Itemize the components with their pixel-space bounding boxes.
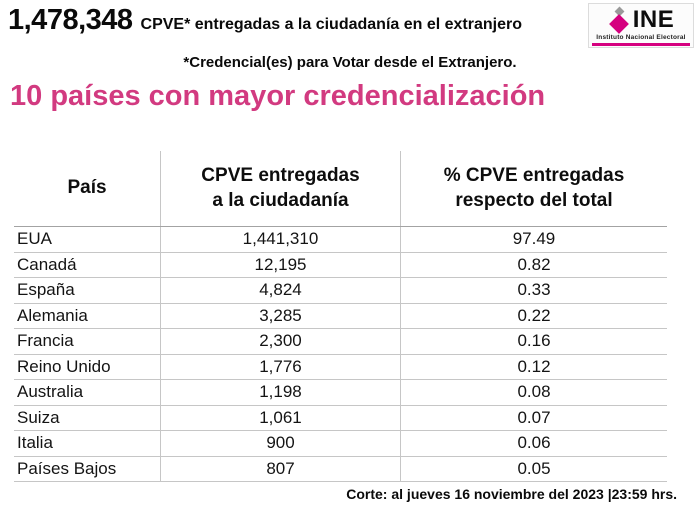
- table-row: Canadá 12,195 0.82: [14, 252, 667, 278]
- table-row: Suiza 1,061 0.07: [14, 405, 667, 431]
- table-row: EUA 1,441,310 97.49: [14, 227, 667, 253]
- cpve-count-cell: 4,824: [160, 278, 400, 303]
- cpve-percent-cell: 97.49: [400, 227, 667, 252]
- ine-logo-wordmark: INE: [632, 6, 675, 33]
- cpve-percent-cell: 0.16: [400, 329, 667, 354]
- cpve-percent-cell: 0.06: [400, 431, 667, 456]
- table-row: Alemania 3,285 0.22: [14, 303, 667, 329]
- ine-diamond-pink-icon: [608, 14, 629, 34]
- country-cell: Canadá: [17, 254, 77, 274]
- cpve-percent-cell: 0.33: [400, 278, 667, 303]
- cpve-count-cell: 2,300: [160, 329, 400, 354]
- country-cell: Suiza: [17, 407, 60, 427]
- country-cell: Reino Unido: [17, 356, 111, 376]
- country-cell: Italia: [17, 433, 53, 453]
- total-caption: CPVE* entregadas a la ciudadanía en el e…: [140, 16, 522, 33]
- cpve-count-cell: 807: [160, 456, 400, 481]
- cpve-footnote: *Credencial(es) para Votar desde el Extr…: [183, 54, 517, 71]
- table-header-row: País CPVE entregadas a la ciudadanía % CP…: [14, 151, 667, 227]
- country-cell: Países Bajos: [17, 458, 117, 478]
- ine-diamond-icon: [608, 6, 630, 34]
- total-line: 1,478,348 CPVE* entregadas a la ciudadaní…: [8, 4, 522, 37]
- table-row: Países Bajos 807 0.05: [14, 456, 667, 482]
- country-cell: España: [17, 280, 75, 300]
- cpve-count-cell: 1,776: [160, 354, 400, 379]
- column-header-line: % CPVE entregadas: [443, 164, 625, 186]
- total-count: 1,478,348: [8, 4, 133, 36]
- cpve-count-cell: 1,061: [160, 405, 400, 430]
- column-header-cpve-count: CPVE entregadas a la ciudadanía: [160, 151, 400, 226]
- cpve-count-cell: 900: [160, 431, 400, 456]
- table-row: España 4,824 0.33: [14, 278, 667, 304]
- column-header-line: País: [67, 177, 107, 199]
- cutoff-note: Corte: al jueves 16 noviembre del 2023 |…: [346, 486, 677, 502]
- cpve-percent-cell: 0.05: [400, 456, 667, 481]
- country-cell: EUA: [17, 229, 52, 249]
- column-header-cpve-percent: % CPVE entregadas respecto del total: [400, 151, 667, 226]
- table-row: Italia 900 0.06: [14, 431, 667, 457]
- countries-table: País CPVE entregadas a la ciudadanía % CP…: [14, 151, 667, 482]
- page-title: 10 países con mayor credencialización: [10, 80, 546, 112]
- table-body: EUA 1,441,310 97.49 Canadá 12,195 0.82 España 4…: [14, 227, 667, 482]
- table-row: Reino Unido 1,776 0.12: [14, 354, 667, 380]
- column-header-line: CPVE entregadas: [201, 164, 360, 186]
- cpve-percent-cell: 0.82: [400, 252, 667, 277]
- ine-logo-row: INE: [589, 6, 693, 34]
- country-cell: Francia: [17, 331, 74, 351]
- cpve-count-cell: 3,285: [160, 303, 400, 328]
- table-row: Australia 1,198 0.08: [14, 380, 667, 406]
- column-header-line: a la ciudadanía: [212, 189, 349, 211]
- country-cell: Alemania: [17, 305, 88, 325]
- cpve-percent-cell: 0.22: [400, 303, 667, 328]
- column-header-country: País: [14, 151, 160, 226]
- cpve-percent-cell: 0.07: [400, 405, 667, 430]
- cpve-count-cell: 12,195: [160, 252, 400, 277]
- column-header-line: respecto del total: [455, 189, 613, 211]
- ine-logo-subtitle: Instituto Nacional Electoral: [592, 34, 690, 46]
- cpve-count-cell: 1,441,310: [160, 227, 400, 252]
- ine-logo: INE Instituto Nacional Electoral: [588, 3, 694, 48]
- cpve-percent-cell: 0.12: [400, 354, 667, 379]
- table-row: Francia 2,300 0.16: [14, 329, 667, 355]
- country-cell: Australia: [17, 382, 84, 402]
- cpve-percent-cell: 0.08: [400, 380, 667, 405]
- cpve-count-cell: 1,198: [160, 380, 400, 405]
